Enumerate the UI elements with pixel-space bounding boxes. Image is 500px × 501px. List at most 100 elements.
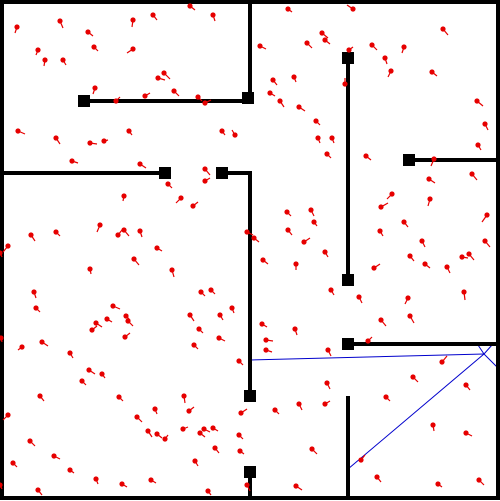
wall-node <box>403 154 415 166</box>
agent <box>42 57 48 67</box>
agent <box>315 135 321 144</box>
agent-dot <box>210 425 216 431</box>
agent-dot <box>401 44 407 50</box>
agent <box>191 342 199 350</box>
agent <box>137 161 147 169</box>
agent-dot <box>197 430 203 436</box>
agent-dot <box>202 100 208 106</box>
agent <box>272 407 280 415</box>
agent <box>371 263 381 271</box>
agent <box>180 426 189 432</box>
agent <box>466 251 475 261</box>
agent <box>190 201 199 209</box>
agent <box>125 318 134 327</box>
agent <box>0 335 4 343</box>
agent <box>53 135 61 145</box>
agent-dot <box>342 81 348 87</box>
agent-dot <box>202 166 208 172</box>
agent <box>378 317 387 327</box>
agent <box>236 358 244 366</box>
agent-dot <box>178 195 184 201</box>
agent-dot <box>101 138 107 144</box>
agent-dot <box>217 312 223 318</box>
agent <box>346 4 356 12</box>
agent-dot <box>27 438 33 444</box>
agent-dot <box>39 339 45 345</box>
agent <box>475 142 482 151</box>
agent <box>130 17 136 28</box>
agent <box>440 26 449 36</box>
agent <box>210 12 216 22</box>
agent <box>2 412 11 421</box>
agent <box>27 438 36 447</box>
agent-dot <box>15 128 21 134</box>
agent <box>10 460 18 468</box>
agent <box>69 158 79 164</box>
agent <box>67 467 75 474</box>
agent-dot <box>93 320 99 326</box>
agent-dot <box>210 12 216 18</box>
agent-dot <box>324 151 330 157</box>
agent <box>196 326 204 334</box>
agent <box>238 408 248 416</box>
agent <box>101 138 109 144</box>
agent-dot <box>31 289 37 295</box>
agent <box>145 428 153 438</box>
agent <box>429 69 438 77</box>
agent <box>126 128 133 136</box>
agent-dot <box>293 483 299 489</box>
agent-dot <box>19 344 25 350</box>
agent-dot <box>309 446 315 452</box>
agent <box>481 212 490 223</box>
agent <box>324 380 331 390</box>
agent-dot <box>251 235 257 241</box>
agent-dot <box>426 176 432 182</box>
agent-dot <box>10 460 16 466</box>
agent-dot <box>191 342 197 348</box>
agent <box>407 253 415 262</box>
agent <box>155 75 166 81</box>
agent <box>186 406 195 414</box>
agent-dot <box>440 26 446 32</box>
agent <box>377 228 384 237</box>
agent-dot <box>131 256 137 262</box>
agent <box>210 425 219 432</box>
agent-dot <box>422 261 428 267</box>
agent <box>51 453 61 460</box>
sight-ray <box>477 344 485 355</box>
agent-dot <box>244 482 250 488</box>
agent <box>202 177 211 184</box>
agent-dot <box>388 68 394 74</box>
agent <box>216 335 226 342</box>
agent <box>430 156 437 167</box>
agent-dot <box>87 140 93 146</box>
agent-dot <box>236 358 242 364</box>
agent <box>57 18 64 29</box>
agent <box>263 347 273 353</box>
agent-dot <box>329 135 335 141</box>
agent <box>219 128 226 136</box>
agent-dot <box>430 422 436 428</box>
agent <box>134 414 143 423</box>
agent <box>148 477 157 484</box>
agent <box>404 295 411 305</box>
agent-dot <box>180 426 186 432</box>
agent <box>202 166 211 176</box>
agent-dot <box>104 316 110 322</box>
agent-dot <box>315 135 321 141</box>
agent-dot <box>350 6 356 12</box>
agent <box>383 394 391 402</box>
agent <box>28 232 36 242</box>
agent <box>244 482 251 492</box>
agent-dot <box>116 394 122 400</box>
agent-dot <box>212 445 218 451</box>
agent-dot <box>121 227 127 233</box>
agent <box>356 294 363 304</box>
agent-dot <box>171 88 177 94</box>
agent-dot <box>5 243 11 249</box>
agent-dot <box>466 251 472 257</box>
agent <box>482 121 489 131</box>
agent-dot <box>154 431 160 437</box>
agent <box>407 313 415 324</box>
agent-dot <box>113 98 119 104</box>
